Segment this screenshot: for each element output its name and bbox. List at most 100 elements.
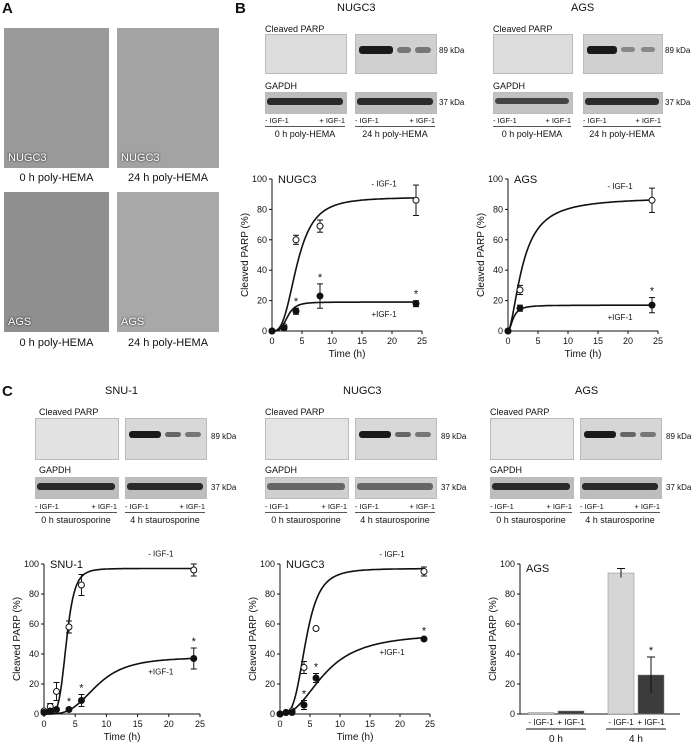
- blot-strip: [355, 418, 437, 460]
- data-point: [292, 307, 300, 315]
- significance-star: *: [650, 286, 655, 298]
- lane-labels: - IGF-1 + IGF-1: [355, 502, 435, 511]
- significance-star: *: [318, 272, 323, 284]
- lane-label: + IGF-1: [545, 116, 571, 125]
- micrograph-overlay: NUGC3: [8, 152, 47, 164]
- y-tick-label: 80: [29, 589, 39, 599]
- band-label-parp: Cleaved PARP: [39, 407, 99, 417]
- lane-labels: - IGF-1 + IGF-1: [35, 502, 117, 511]
- series-label: +IGF-1: [371, 310, 397, 319]
- bar: [557, 710, 585, 715]
- band: [357, 483, 433, 490]
- x-tick-label: 0: [41, 719, 46, 729]
- condition-label: 0 h staurosporine: [271, 515, 341, 525]
- x-tick-label: 10: [327, 336, 337, 346]
- fit-curve: [280, 636, 425, 715]
- y-tick-label: 0: [498, 326, 503, 336]
- band: [395, 432, 411, 437]
- lane-label: - IGF-1: [125, 502, 149, 511]
- x-tick-label: 15: [133, 719, 143, 729]
- lane-label: + IGF-1: [634, 502, 660, 511]
- y-tick-label: 0: [270, 709, 275, 719]
- significance-star: *: [67, 696, 72, 708]
- kda-label: 37 kDa: [211, 483, 237, 492]
- y-tick-label: 40: [505, 649, 515, 659]
- blot-strip: [35, 418, 119, 460]
- lane-labels: - IGF-1 + IGF-1: [265, 502, 347, 511]
- y-tick-label: 100: [500, 559, 515, 569]
- micrograph-nugc3-24h: NUGC3: [117, 28, 219, 168]
- fit-curve: [507, 199, 653, 332]
- fit-curve: [507, 304, 652, 332]
- fit-curve: [280, 567, 424, 715]
- condition-label: 4 h staurosporine: [360, 515, 430, 525]
- micrograph-overlay: AGS: [8, 316, 32, 328]
- series-label: - IGF-1: [607, 182, 633, 191]
- y-tick-label: 60: [493, 235, 503, 245]
- blot-strip: [125, 418, 207, 460]
- panel-label-b: B: [235, 0, 246, 17]
- y-axis-label: Cleaved PARP (%): [12, 597, 23, 681]
- x-tick-label: 15: [357, 336, 367, 346]
- x-tick-label: 20: [623, 336, 633, 346]
- data-point: [312, 674, 320, 682]
- data-point: [190, 566, 198, 574]
- blot-title: AGS: [571, 2, 595, 14]
- band-label-gapdh: GAPDH: [490, 465, 523, 475]
- data-point: [276, 710, 284, 718]
- x-tick-label: 5: [307, 719, 312, 729]
- x-tick-label: 15: [593, 336, 603, 346]
- x-axis-label: Time (h): [104, 732, 141, 743]
- chart-title: AGS: [526, 563, 549, 575]
- kda-label: 37 kDa: [665, 98, 691, 107]
- divider: [355, 512, 435, 513]
- significance-star: *: [294, 296, 299, 308]
- condition-label: 24 h poly-HEMA: [589, 129, 655, 139]
- significance-star: *: [414, 289, 419, 301]
- panel-label-a: A: [2, 0, 13, 17]
- category-label: + IGF-1: [557, 718, 585, 727]
- data-point: [280, 324, 288, 332]
- condition-label: 0 h staurosporine: [41, 515, 111, 525]
- y-tick-label: 60: [265, 619, 275, 629]
- band: [415, 432, 431, 437]
- x-axis-label: Time (h): [565, 349, 602, 360]
- chart-title: NUGC3: [286, 559, 325, 571]
- band: [127, 483, 203, 490]
- data-point: [268, 327, 276, 335]
- band: [267, 483, 345, 490]
- blot-b-nugc3: NUGC3 Cleaved PARP 89 kDa GAPDH 37 kDa -…: [265, 2, 465, 152]
- lane-label: + IGF-1: [635, 116, 661, 125]
- y-tick-label: 40: [265, 649, 275, 659]
- blot-strip: [490, 418, 574, 460]
- data-point: [40, 709, 48, 716]
- band: [584, 431, 616, 438]
- x-tick-label: 5: [299, 336, 304, 346]
- y-tick-label: 40: [257, 265, 267, 275]
- band-label-gapdh: GAPDH: [39, 465, 72, 475]
- band: [620, 432, 636, 437]
- band: [359, 46, 393, 54]
- lane-label: - IGF-1: [355, 116, 379, 125]
- lane-label: - IGF-1: [490, 502, 514, 511]
- data-point: [420, 635, 428, 643]
- y-axis-label: Cleaved PARP (%): [248, 597, 259, 681]
- blot-strip: [580, 418, 662, 460]
- y-tick-label: 40: [493, 265, 503, 275]
- data-point: [52, 706, 60, 713]
- x-tick-label: 5: [73, 719, 78, 729]
- divider: [35, 512, 117, 513]
- x-tick-label: 10: [335, 719, 345, 729]
- band-label-parp: Cleaved PARP: [265, 24, 325, 34]
- series-label: +IGF-1: [379, 648, 405, 657]
- lane-labels: - IGF-1 + IGF-1: [125, 502, 205, 511]
- lane-labels: - IGF-1 + IGF-1: [490, 502, 572, 511]
- data-point: [648, 196, 656, 204]
- bar: [527, 712, 555, 715]
- x-axis-label: Time (h): [329, 349, 366, 360]
- y-tick-label: 20: [29, 679, 39, 689]
- condition-label: 4 h staurosporine: [130, 515, 200, 525]
- divider: [583, 126, 661, 127]
- chart-title: NUGC3: [278, 174, 317, 186]
